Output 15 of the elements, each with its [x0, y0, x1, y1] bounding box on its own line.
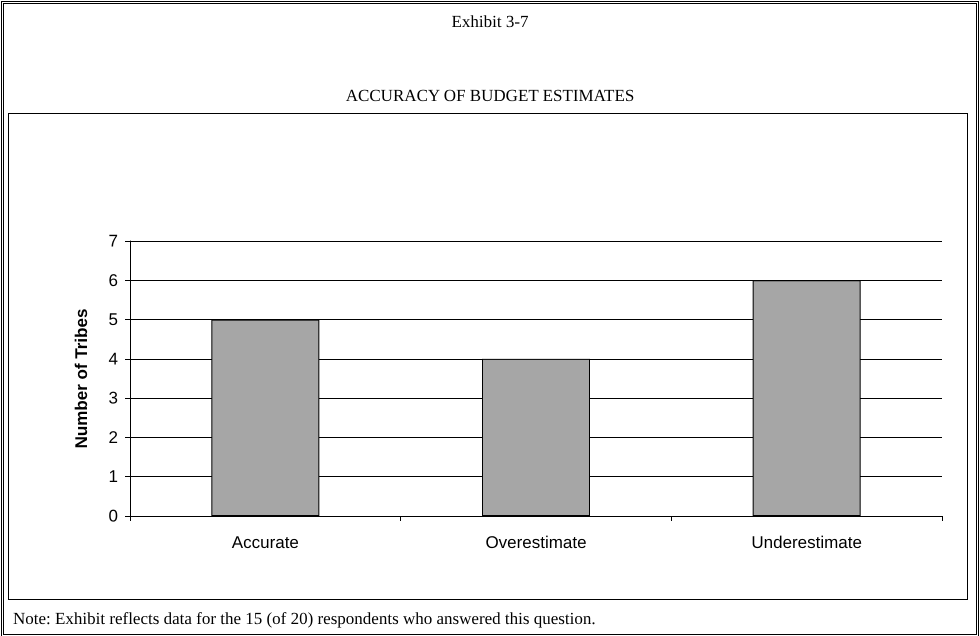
y-tick-label: 7 — [108, 232, 118, 250]
y-tick-label: 0 — [108, 506, 118, 526]
chart-title: Exhibit 3-7 — [452, 12, 529, 31]
y-tick-label: 1 — [108, 467, 118, 486]
y-tick-label: 4 — [108, 349, 118, 368]
x-tick-label: Accurate — [232, 533, 299, 552]
text: Note: Exhibit reflects data for the 15 (of 20) respondents who answered this question. — [13, 609, 596, 628]
y-tick-label: 2 — [108, 428, 118, 447]
x-tick-label: Overestimate — [485, 533, 587, 552]
y-tick-label: 5 — [108, 310, 118, 330]
y-tick-label: 3 — [108, 388, 118, 408]
x-tick-label: Underestimate — [751, 533, 862, 552]
y-axis-title: Number of Tribes — [72, 308, 91, 448]
chart-subtitle: ACCURACY OF BUDGET ESTIMATES — [346, 86, 634, 105]
y-tick-label: 6 — [108, 270, 118, 290]
